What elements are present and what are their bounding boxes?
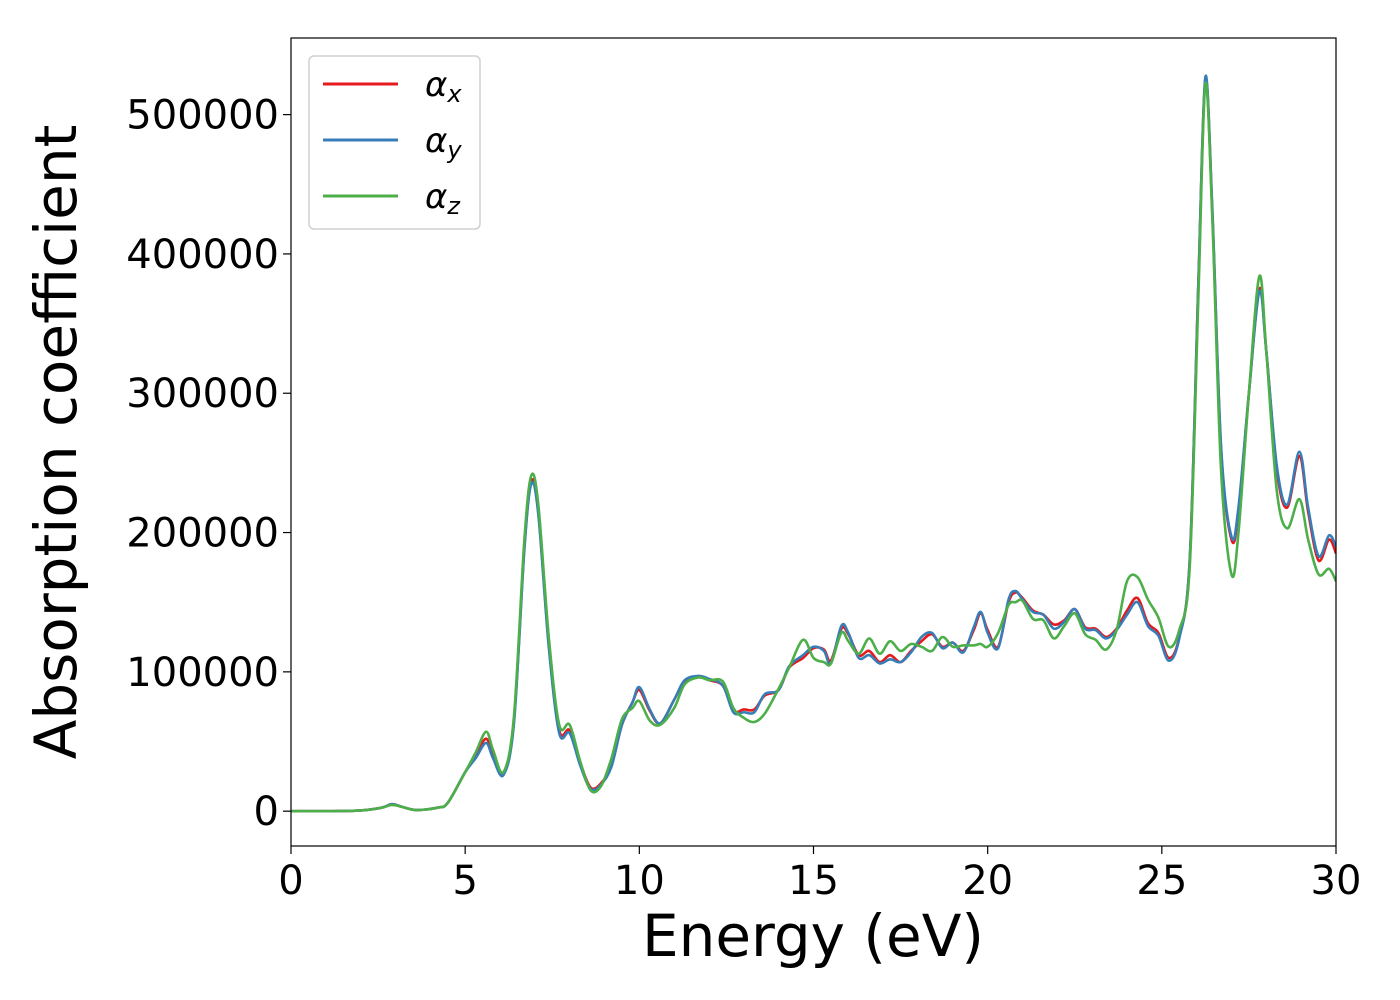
legend-label-z: αz	[425, 177, 461, 220]
y-tick-label: 500000	[126, 93, 279, 139]
x-tick-label: 15	[788, 858, 839, 904]
legend: αx αy αz	[308, 55, 481, 230]
y-tick-label: 400000	[126, 232, 279, 278]
y-axis-title: Absorption coefficient	[22, 125, 90, 760]
series-layer	[291, 74, 1336, 813]
y-tick-label: 100000	[126, 650, 279, 696]
y-axis: 0 100000 200000 300000 400000 500000	[126, 93, 291, 835]
y-tick-label: 200000	[126, 511, 279, 557]
series-line-z	[291, 81, 1336, 813]
x-tick-label: 30	[1311, 858, 1362, 904]
x-tick-label: 0	[278, 858, 303, 904]
y-tick-label: 300000	[126, 371, 279, 417]
x-tick-label: 25	[1136, 858, 1187, 904]
x-axis: 0 5 10 15 20 25 30	[278, 846, 1361, 904]
x-axis-title: Energy (eV)	[642, 902, 984, 970]
x-tick-label: 20	[962, 858, 1013, 904]
legend-box	[308, 55, 481, 230]
legend-label-y: αy	[425, 121, 462, 164]
x-tick-label: 10	[614, 858, 665, 904]
legend-label-x: αx	[425, 65, 462, 108]
y-tick-label: 0	[254, 789, 279, 835]
x-tick-label: 5	[452, 858, 477, 904]
